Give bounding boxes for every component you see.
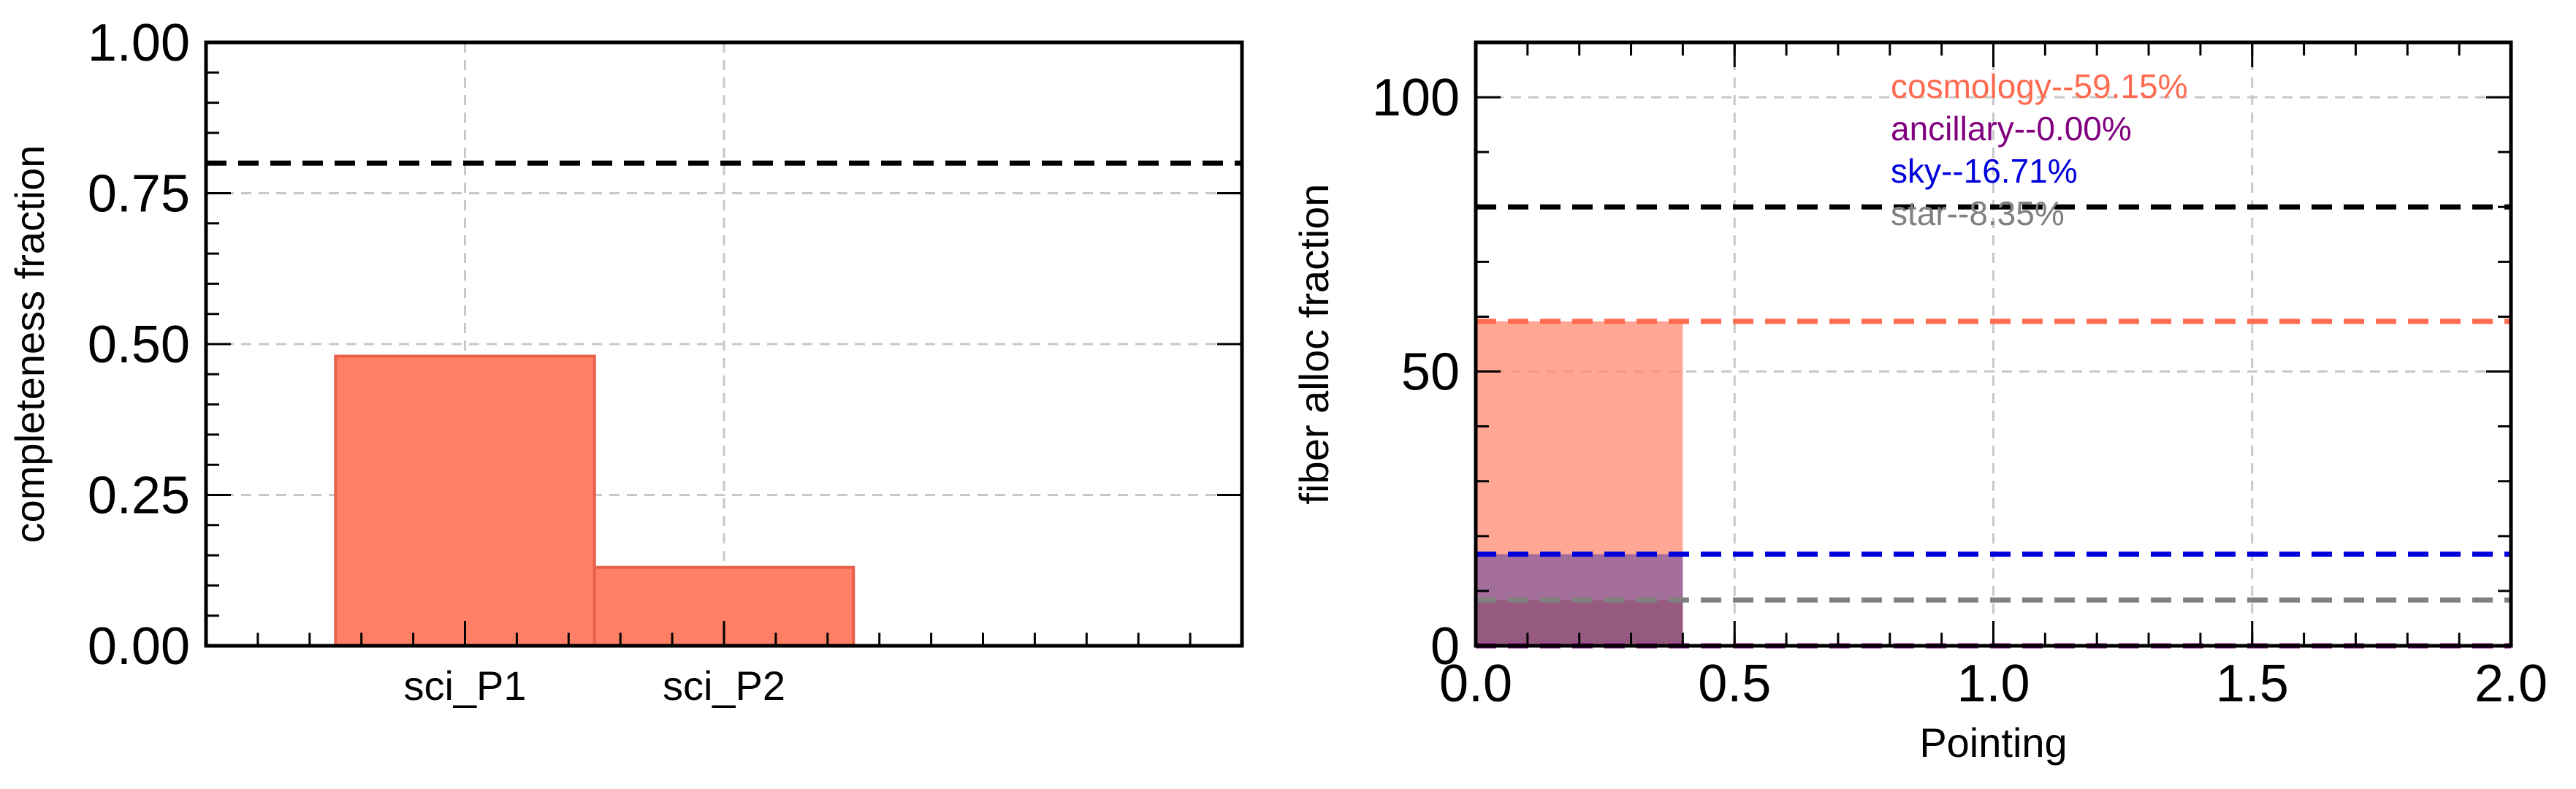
right-bars <box>1476 321 1683 646</box>
left-ytick-label: 0.75 <box>88 165 190 224</box>
left-ytick-label: 1.00 <box>88 14 190 72</box>
right-ytick-label: 100 <box>1372 69 1460 127</box>
left-bar-sci_P1 <box>334 354 596 647</box>
left-category-label: sci_P1 <box>403 663 526 709</box>
right-panel: 0.0 0.5 1.0 1.5 2.0 0 50 100 cosmology--59.15%… <box>1291 40 2548 766</box>
right-ytick-labels: 0 50 100 <box>1372 69 1460 676</box>
left-category-labels: sci_P1 sci_P2 <box>403 663 785 709</box>
right-ytick-label: 50 <box>1401 343 1460 402</box>
right-x-axis-label: Pointing <box>1919 720 2067 766</box>
right-ytick-label: 0 <box>1430 617 1460 676</box>
left-ytick-label: 0.00 <box>88 617 190 676</box>
right-y-axis-label: fiber alloc fraction <box>1291 184 1337 505</box>
right-axes-frame <box>1474 40 2513 648</box>
left-panel: 0.00 0.25 0.50 0.75 1.00 sci_P1 sci_P2 comple… <box>7 14 1244 709</box>
right-xtick-label: 0.5 <box>1698 655 1771 713</box>
left-axes-frame <box>204 40 1244 648</box>
left-y-axis-label: completeness fraction <box>7 145 53 544</box>
right-xtick-label: 0.0 <box>1439 655 1512 713</box>
left-ytick-label: 0.50 <box>88 316 190 374</box>
right-xtick-labels: 0.0 0.5 1.0 1.5 2.0 <box>1439 655 2548 713</box>
left-bars <box>334 354 856 647</box>
right-legend-star: star--8.35% <box>1891 194 2065 232</box>
right-legend-cosmology: cosmology--59.15% <box>1891 67 2188 105</box>
right-legend-sky: sky--16.71% <box>1891 152 2078 190</box>
right-gridlines <box>1476 42 2511 646</box>
left-ytick-label: 0.25 <box>88 467 190 525</box>
left-category-label: sci_P2 <box>663 663 785 709</box>
left-ytick-labels: 0.00 0.25 0.50 0.75 1.00 <box>88 14 190 676</box>
right-xtick-label: 1.0 <box>1956 655 2030 713</box>
right-legend: cosmology--59.15% ancillary--0.00% sky--16… <box>1891 67 2188 232</box>
right-xtick-label: 2.0 <box>2474 655 2548 713</box>
right-xtick-label: 1.5 <box>2216 655 2289 713</box>
left-gridlines <box>206 42 1242 646</box>
right-legend-ancillary: ancillary--0.00% <box>1891 110 2132 148</box>
